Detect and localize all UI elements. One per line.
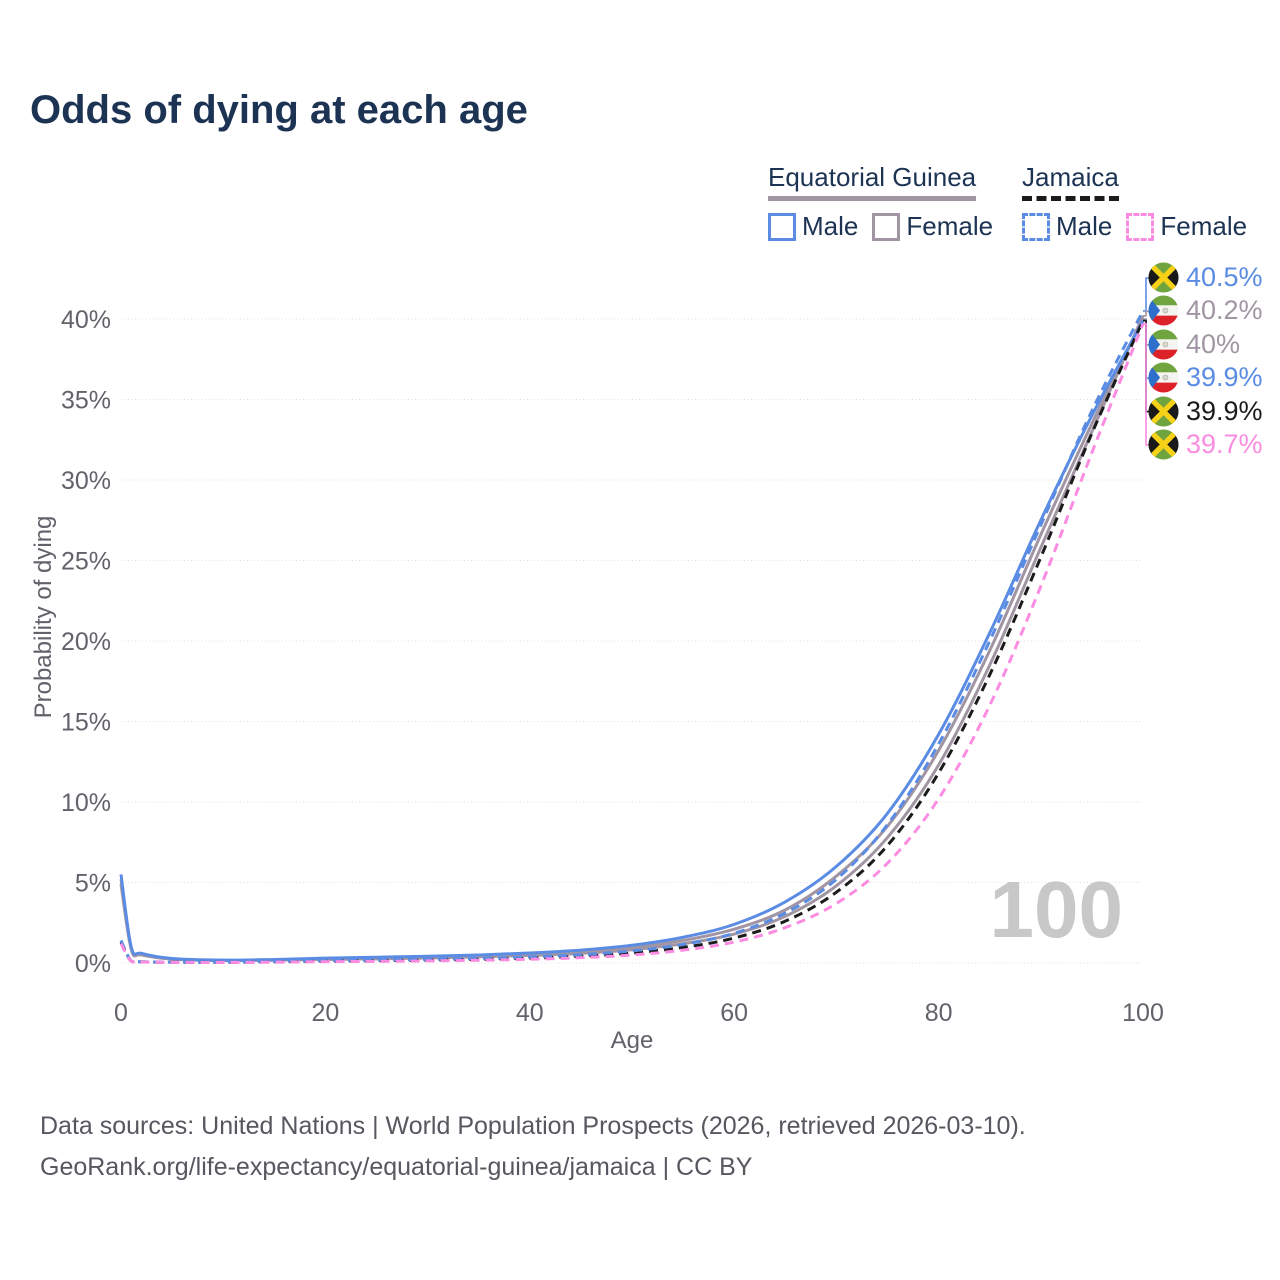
legend-item-label: Male [802, 211, 859, 241]
svg-text:0: 0 [114, 999, 128, 1027]
legend-item-label: Female [906, 211, 994, 241]
end-label-value: 40.5% [1186, 262, 1263, 292]
end-label-value: 39.9% [1186, 362, 1263, 392]
svg-text:100: 100 [1122, 999, 1164, 1027]
legend-row: Male Female [1022, 211, 1247, 242]
equatorial-guinea-flag-icon [1148, 295, 1179, 326]
jamaica-flag-icon [1148, 262, 1179, 293]
eg-female-swatch-icon [872, 212, 901, 241]
end-label-eg-female: 40.2% [1148, 295, 1263, 326]
footer-url-line: GeoRank.org/life-expectancy/equatorial-g… [40, 1153, 753, 1181]
series-Equatorial Guinea — Female [119, 315, 1145, 963]
end-label-value: 40.2% [1186, 295, 1263, 325]
series-Equatorial Guinea — Male [119, 319, 1145, 962]
legend-item-jamaica-female[interactable]: Female [1126, 211, 1247, 242]
footer: Data sources: United Nations | World Pop… [40, 1106, 1026, 1188]
age-indicator: 100 [989, 865, 1123, 954]
svg-text:40%: 40% [61, 306, 111, 334]
legend-item-eg-female[interactable]: Female [872, 211, 993, 242]
svg-text:5%: 5% [75, 870, 111, 898]
svg-text:80: 80 [925, 999, 953, 1027]
end-label-jamaica-both: 39.9% [1148, 396, 1263, 427]
end-label-jamaica-female: 39.7% [1148, 429, 1263, 460]
svg-text:20%: 20% [61, 628, 111, 656]
jamaica-female-swatch-icon [1126, 212, 1155, 241]
end-label-eg-both: 40% [1148, 329, 1240, 360]
svg-text:20: 20 [311, 999, 339, 1027]
jamaica-flag-icon [1148, 429, 1179, 460]
svg-text:0%: 0% [75, 950, 111, 978]
legend-country-equatorial-guinea[interactable]: Equatorial Guinea [768, 162, 977, 201]
legend-item-label: Male [1056, 211, 1113, 241]
svg-text:15%: 15% [61, 709, 111, 737]
end-label-eg-male: 39.9% [1148, 362, 1263, 393]
svg-text:25%: 25% [61, 548, 111, 576]
y-axis-title: Probability of dying [30, 515, 57, 719]
x-axis-title: Age [610, 1027, 654, 1054]
svg-text:35%: 35% [61, 387, 111, 415]
end-label-value: 39.9% [1186, 396, 1263, 426]
legend-item-jamaica-male[interactable]: Male [1022, 211, 1112, 242]
legend-item-eg-male[interactable]: Male [768, 211, 858, 242]
legend-row: Male Female [768, 211, 993, 242]
eg-male-swatch-icon [768, 212, 796, 241]
series-Jamaica — Female [119, 323, 1145, 964]
legend-country-jamaica[interactable]: Jamaica [1022, 162, 1119, 201]
page-title: Odds of dying at each age [30, 88, 528, 132]
series-Jamaica — Male [119, 310, 1145, 964]
jamaica-flag-icon [1148, 396, 1179, 427]
end-label-value: 40% [1186, 329, 1241, 359]
svg-text:10%: 10% [61, 789, 111, 817]
legend-item-label: Female [1160, 211, 1248, 241]
svg-text:30%: 30% [61, 467, 111, 495]
end-label-jamaica-male: 40.5% [1148, 262, 1263, 293]
equatorial-guinea-flag-icon [1148, 362, 1179, 393]
end-label-value: 39.7% [1186, 429, 1263, 459]
jamaica-male-swatch-icon [1022, 212, 1050, 241]
legend-group-jamaica: Jamaica Male Female [1022, 162, 1247, 242]
equatorial-guinea-flag-icon [1148, 329, 1179, 360]
legend-group-equatorial-guinea: Equatorial Guinea Male Female [768, 162, 993, 242]
svg-text:60: 60 [720, 999, 748, 1027]
svg-text:40: 40 [516, 999, 544, 1027]
footer-source-line: Data sources: United Nations | World Pop… [40, 1112, 1026, 1140]
